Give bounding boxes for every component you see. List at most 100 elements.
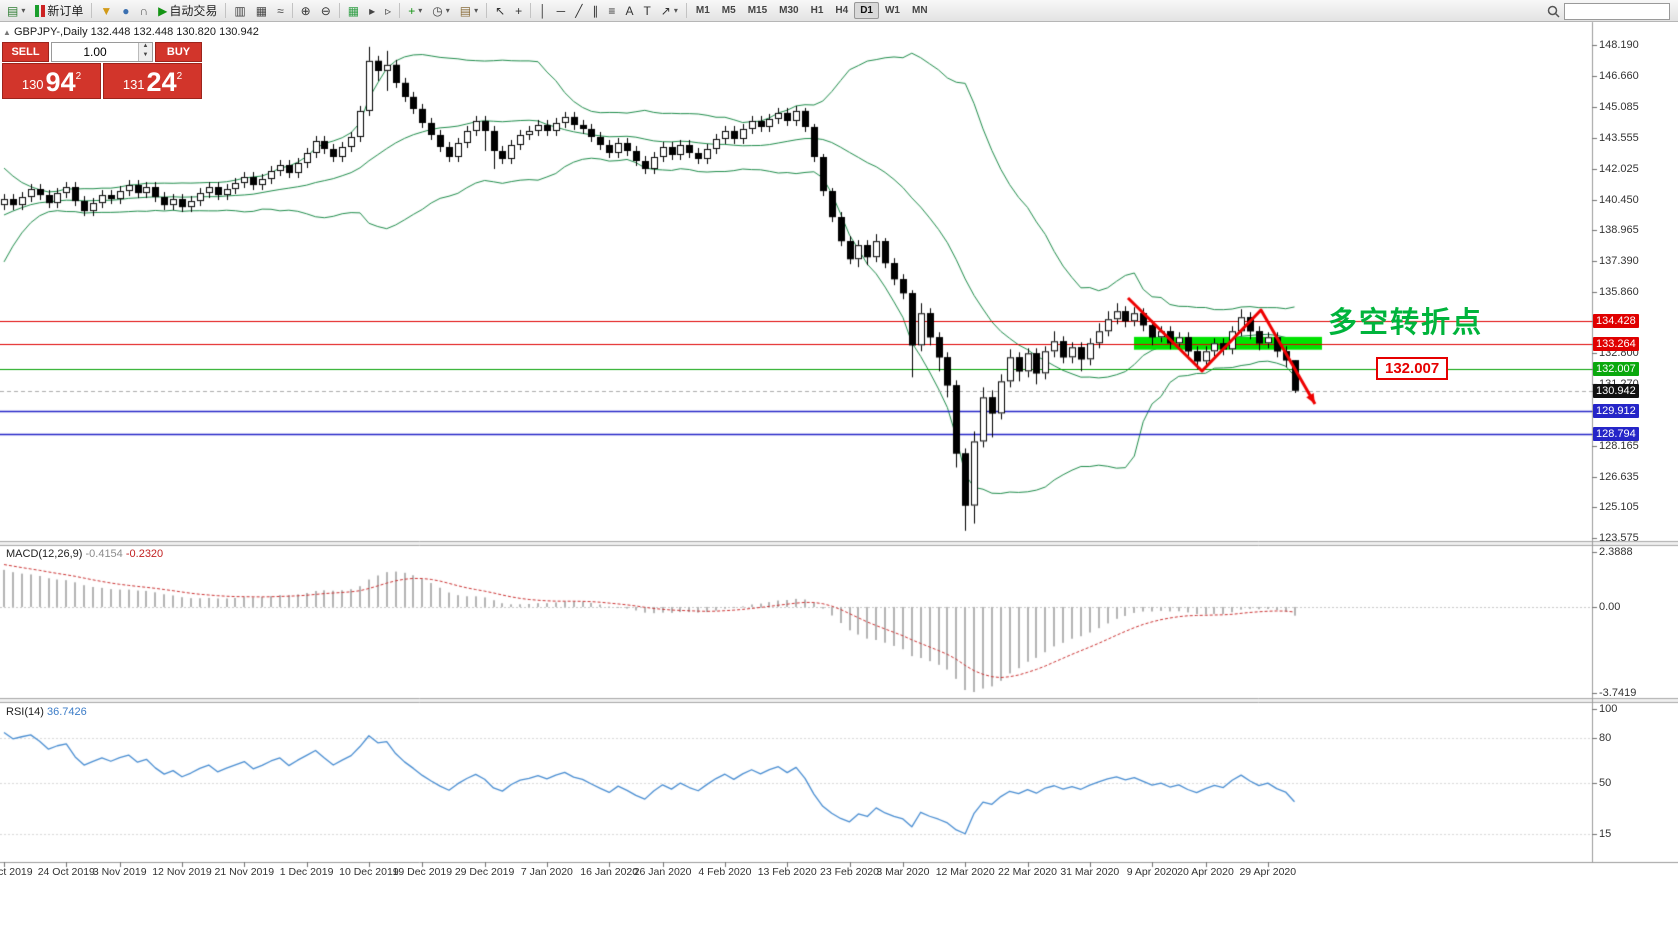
sep1 [91,3,93,18]
timeframe-m5[interactable]: M5 [721,5,736,16]
search-icon[interactable] [1547,5,1560,18]
price-scale-label: 126.635 [1599,470,1639,483]
date-label: 23 Feb 2020 [820,866,879,878]
profile-icon-glyph: ● [122,3,130,18]
buy-price-pips: 24 [146,67,177,97]
price-scale-label: 142.025 [1599,162,1639,175]
order-candles-icon [35,4,46,17]
macd-main-value: -0.4154 [85,548,123,560]
timeframe-m30[interactable]: M30 [779,5,799,16]
price-badge-130.942: 130.942 [1593,383,1639,398]
profile-icon[interactable]: ● [118,1,133,21]
bar-chart-icon[interactable]: ▥ [230,1,249,21]
candle-chart-icon[interactable]: ▦ [252,1,271,21]
timeframe-w1[interactable]: W1 [884,5,900,16]
macd-scale-label: 2.3888 [1599,546,1633,558]
label-icon-glyph: T [643,3,651,18]
line-chart-icon[interactable]: ≈ [273,1,288,21]
tile-windows-icon-glyph: ▦ [347,3,360,18]
sell-price-pips: 94 [45,67,76,97]
date-label: 9 Apr 2020 [1126,866,1178,878]
price-scale-label: 138.965 [1599,223,1639,236]
autotrade-button[interactable]: ▶ 自动交易 [154,1,221,21]
zoom-out-icon[interactable]: ⊖ [317,1,335,21]
macd-indicator-label: MACD(12,26,9) -0.4154 -0.2320 [6,548,163,560]
timeframe-m1[interactable]: M1 [695,5,710,16]
search-input[interactable] [1564,3,1670,20]
timeframe-m15[interactable]: M15 [747,5,768,16]
date-label: 1 Dec 2019 [279,866,334,878]
sell-button[interactable]: SELL [2,42,49,62]
timeframe-d1[interactable]: D1 [854,2,879,19]
chart-shift-icon[interactable]: ▹ [381,1,395,21]
vline-icon-glyph: │ [539,3,547,18]
indicators-icon-glyph: + [408,3,416,18]
new-chart-icon[interactable]: ▤ ▾ [3,1,29,21]
buy-button[interactable]: BUY [155,42,202,62]
channel-icon[interactable]: ∥ [588,1,602,21]
timeframe-h4[interactable]: H4 [835,5,849,16]
caret-down-icon: ▾ [474,6,479,15]
templates-icon[interactable]: ▤ ▾ [456,1,482,21]
bar-chart-icon-glyph: ▥ [234,3,246,18]
search-box [1547,3,1670,20]
macd-scale-label: 0.00 [1599,600,1621,613]
text-icon[interactable]: A [621,1,637,21]
templates-icon-glyph: ▤ [459,3,472,18]
rsi-scale-label: 15 [1599,827,1612,840]
price-badge-129.912: 129.912 [1593,404,1639,419]
candle-chart-icon-glyph: ▦ [255,3,268,18]
funnel-icon[interactable]: ▼ [96,1,116,21]
buy-price-point: 2 [176,71,183,82]
date-label: 29 Apr 2020 [1239,866,1297,878]
rsi-scale-label: 80 [1599,732,1612,745]
volume-up-button[interactable]: ▲ [139,43,152,52]
vline-icon[interactable]: │ [535,1,551,21]
collapse-arrow-icon[interactable]: ▲ [3,28,11,37]
auto-scroll-icon[interactable]: ▸ [365,1,379,21]
sell-price-button[interactable]: 130 94 2 [2,63,101,99]
sep8 [685,3,687,18]
date-label: 3 Nov 2019 [92,866,147,878]
arrows-icon-glyph: ↗ [660,3,671,18]
rsi-value: 36.7426 [46,706,87,718]
new-order-button[interactable]: 新订单 [31,1,87,21]
cursor-icon[interactable]: ↖ [491,1,509,21]
buy-price-button[interactable]: 131 24 2 [103,63,202,99]
price-badge-134.428: 134.428 [1593,313,1639,328]
autotrade-button-label: 自动交易 [169,4,218,18]
periods-icon[interactable]: ◷ ▾ [428,1,454,21]
price-scale-label: 140.450 [1599,194,1639,207]
sep7 [530,3,532,18]
headset-icon[interactable]: ∩ [136,1,153,21]
macd-signal-value: -0.2320 [125,548,164,560]
trendline-icon[interactable]: ╱ [571,1,586,21]
turning-point-annotation[interactable]: 多空转折点 [1328,307,1484,339]
price-badge-133.264: 133.264 [1593,337,1639,352]
arrows-icon[interactable]: ↗ ▾ [657,1,682,21]
date-label: 20 Apr 2020 [1177,866,1234,878]
volume-down-button[interactable]: ▼ [139,52,152,61]
crosshair-icon[interactable]: + [511,1,526,21]
fibonacci-icon-glyph: ≡ [608,3,616,18]
tile-windows-icon[interactable]: ▦ [344,1,363,21]
headset-icon-glyph: ∩ [139,3,149,18]
timeframe-h1[interactable]: H1 [810,5,824,16]
macd-scale-label: -3.7419 [1599,687,1637,699]
caret-down-icon: ▾ [673,6,678,15]
level-price-label[interactable]: 132.007 [1376,357,1449,380]
volume-input[interactable] [52,43,138,61]
date-label: 19 Dec 2019 [392,866,453,878]
price-scale-label: 146.660 [1599,69,1639,82]
buy-price-int: 131 [122,77,145,92]
label-icon[interactable]: T [639,1,654,21]
hline-icon[interactable]: ─ [553,1,570,21]
timeframe-mn[interactable]: MN [911,5,928,16]
fibonacci-icon[interactable]: ≡ [604,1,619,21]
indicators-icon[interactable]: + ▾ [404,1,426,21]
zoom-in-icon[interactable]: ⊕ [297,1,315,21]
date-label: 24 Oct 2019 [37,866,95,878]
date-label: 29 Dec 2019 [454,866,515,878]
